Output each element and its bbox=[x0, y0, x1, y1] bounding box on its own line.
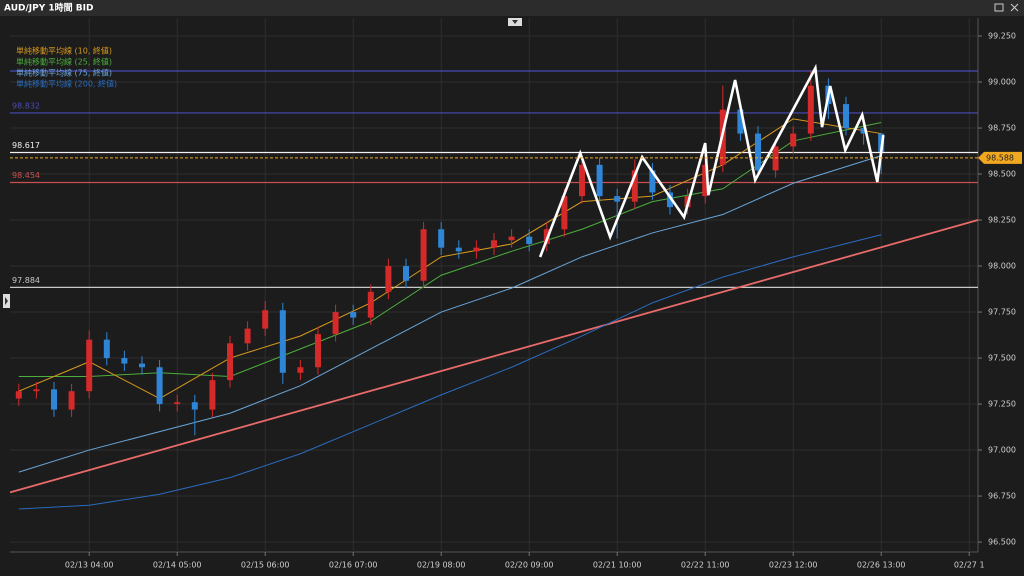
x-tick-label: 02/13 04:00 bbox=[65, 561, 114, 570]
current-price-label: 98.588 bbox=[986, 153, 1014, 162]
x-tick-label: 02/23 12:00 bbox=[769, 561, 818, 570]
candle-body bbox=[279, 310, 286, 373]
x-tick-label: 02/19 08:00 bbox=[417, 561, 466, 570]
x-tick-label: 02/22 11:00 bbox=[681, 561, 730, 570]
candle-body bbox=[702, 164, 709, 197]
candle-body bbox=[526, 236, 533, 244]
y-tick-label: 97.500 bbox=[988, 354, 1016, 363]
candle-body bbox=[737, 109, 744, 134]
candle-body bbox=[455, 247, 462, 252]
candle-body bbox=[209, 380, 216, 410]
y-tick-label: 98.750 bbox=[988, 124, 1016, 133]
side-toggle-icon bbox=[5, 297, 8, 305]
candle-body bbox=[51, 389, 57, 410]
candle-body bbox=[332, 312, 339, 335]
close-button[interactable] bbox=[1010, 3, 1019, 12]
current-price-marker bbox=[978, 151, 1022, 164]
price-level-label: 98.832 bbox=[12, 101, 40, 110]
candle-body bbox=[227, 343, 233, 381]
x-tick-label: 02/14 05:00 bbox=[153, 561, 202, 570]
x-tick-label: 02/15 06:00 bbox=[241, 561, 290, 570]
candle-body bbox=[174, 402, 181, 405]
candle-body bbox=[790, 133, 797, 147]
candle-body bbox=[121, 358, 128, 364]
y-tick-label: 99.250 bbox=[988, 32, 1016, 41]
candle-body bbox=[139, 363, 145, 368]
maximize-button[interactable] bbox=[994, 3, 1004, 12]
candle-body bbox=[86, 339, 93, 392]
y-tick-label: 96.500 bbox=[988, 538, 1016, 547]
window-title: AUD/JPY 1時間 BID bbox=[4, 2, 93, 14]
y-tick-label: 96.750 bbox=[988, 492, 1016, 501]
price-level-label: 98.454 bbox=[12, 171, 40, 180]
panel-toggle-icon bbox=[512, 20, 518, 24]
candle-body bbox=[508, 236, 515, 241]
candle-body bbox=[367, 291, 374, 318]
legend-entry: 単純移動平均線 (75, 終値) bbox=[16, 68, 112, 78]
legend-entry: 単純移動平均線 (10, 終値) bbox=[16, 46, 112, 56]
candle-body bbox=[755, 133, 761, 171]
candle-body bbox=[244, 328, 251, 344]
candle-body bbox=[843, 104, 849, 129]
y-tick-label: 98.500 bbox=[988, 170, 1016, 179]
candle-body bbox=[68, 391, 75, 410]
candle-body bbox=[649, 170, 656, 193]
candle-body bbox=[350, 312, 357, 318]
y-tick-label: 99.000 bbox=[988, 78, 1016, 87]
pattern-line bbox=[538, 63, 885, 258]
candle-body bbox=[614, 196, 621, 202]
x-tick-label: 02/27 1 bbox=[954, 561, 985, 570]
x-tick-label: 02/26 13:00 bbox=[857, 561, 906, 570]
price-level-label: 97.884 bbox=[12, 276, 40, 285]
legend-entry: 単純移動平均線 (200, 終値) bbox=[16, 79, 117, 89]
candle-body bbox=[297, 367, 304, 373]
y-tick-label: 97.000 bbox=[988, 446, 1016, 455]
candle-body bbox=[596, 164, 603, 197]
y-tick-label: 98.000 bbox=[988, 262, 1016, 271]
candle-body bbox=[473, 247, 480, 252]
candle-body bbox=[631, 170, 638, 202]
trendline bbox=[9, 219, 979, 494]
x-tick-label: 02/21 10:00 bbox=[593, 561, 642, 570]
title-bar bbox=[0, 0, 1024, 16]
candle-body bbox=[33, 389, 40, 392]
moving-average-line bbox=[18, 234, 882, 510]
candle-body bbox=[156, 367, 163, 405]
candle-body bbox=[315, 334, 321, 368]
x-tick-label: 02/16 07:00 bbox=[329, 561, 378, 570]
candle-body bbox=[262, 310, 269, 329]
candle-body bbox=[385, 266, 392, 292]
legend-entry: 単純移動平均線 (25, 終値) bbox=[16, 57, 112, 67]
candle-body bbox=[438, 229, 445, 248]
candle-body bbox=[772, 146, 779, 171]
y-tick-label: 97.750 bbox=[988, 308, 1016, 317]
candle-body bbox=[191, 402, 198, 410]
candle-body bbox=[860, 128, 867, 134]
candle-body bbox=[561, 196, 568, 230]
candle-body bbox=[15, 391, 22, 399]
candle-body bbox=[420, 229, 427, 281]
price-level-label: 98.617 bbox=[12, 141, 40, 150]
candle-body bbox=[579, 164, 585, 197]
candle-body bbox=[807, 85, 814, 134]
candle-body bbox=[103, 339, 110, 359]
candle-body bbox=[403, 266, 409, 281]
y-tick-label: 97.250 bbox=[988, 400, 1016, 409]
moving-average-line bbox=[18, 155, 882, 473]
x-tick-label: 02/20 09:00 bbox=[505, 561, 554, 570]
candle-body bbox=[667, 192, 673, 208]
candle-body bbox=[491, 240, 497, 248]
y-tick-label: 98.250 bbox=[988, 216, 1016, 225]
